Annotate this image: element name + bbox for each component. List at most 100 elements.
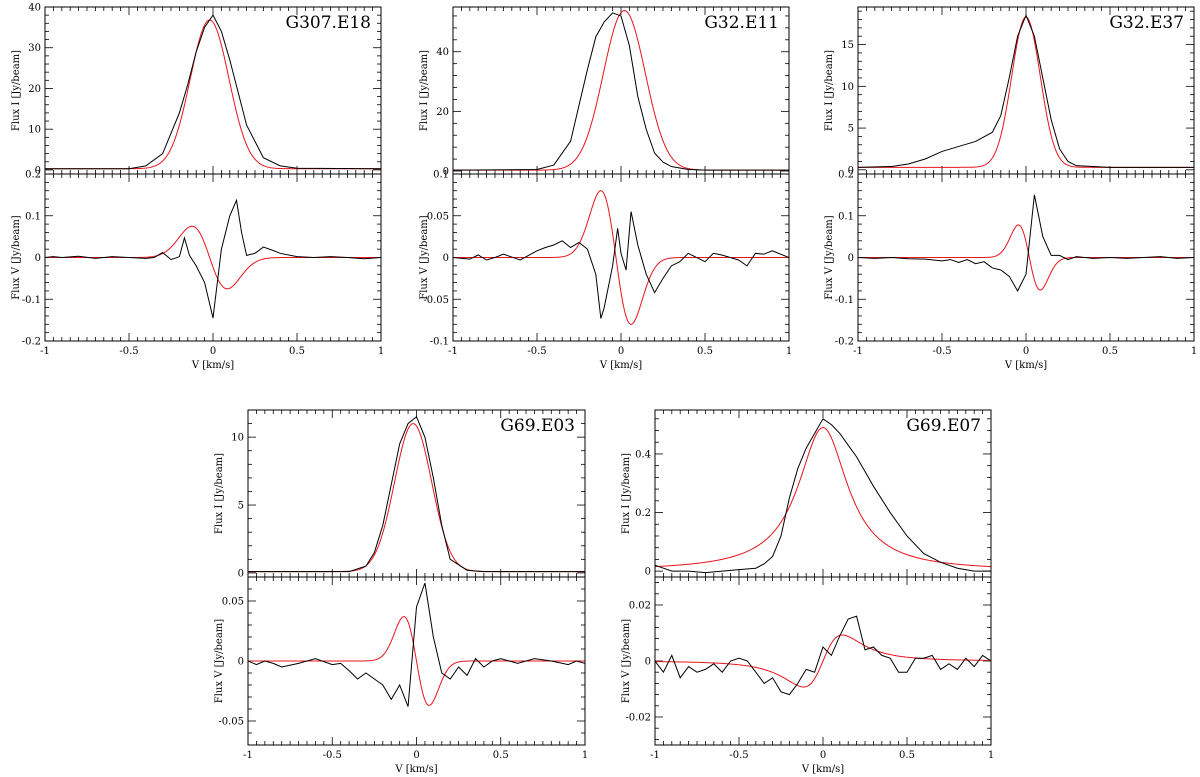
x-tick-label: 0.5 [289,346,305,357]
y-tick-label: 0.05 [222,597,244,608]
x-axis-label: V [km/s] [1004,360,1047,371]
y-tick-label: 0.05 [427,211,449,222]
x-tick-label: 0 [820,750,826,761]
x-tick-label: 0 [1023,346,1029,357]
y-tick-label: 10 [231,433,244,444]
model-curve [453,190,789,325]
top-panel: 0 20 40 Flux I [Jy/beam] [419,7,790,178]
y-tick-label: 0 [848,253,854,264]
y-tick-label: 0 [645,567,651,578]
source-name: G32.E11 [704,13,779,33]
x-tick-label: -1 [853,346,863,357]
y-tick-label: 0 [443,167,449,178]
x-tick-label: 1 [378,346,384,357]
x-tick-label: -1 [448,346,458,357]
y-tick-label: 5 [848,124,854,135]
y-axis-label: Flux I [Jy/beam] [419,50,430,131]
y-tick-label: 0 [443,253,449,264]
y-axis-label: Flux I [Jy/beam] [11,50,22,131]
x-tick-label: 0.5 [493,750,509,761]
observed-curve [655,418,991,574]
model-curve [655,427,991,568]
x-tick-label: 0 [413,750,419,761]
x-tick-label: -0.5 [323,750,342,761]
y-axis-label: Flux V [Jy/beam] [621,619,632,703]
model-curve [655,634,991,688]
x-tick-label: -0.5 [119,346,138,357]
model-curve [45,19,381,170]
observed-curve [655,615,991,696]
y-tick-label: 40 [436,47,449,58]
bottom-panel: -0.02 0 0.02 Flux V [Jy/beam] -1 -0.5 0 0.5 1 V [… [621,577,994,775]
y-tick-label: 0.2 [25,170,41,181]
x-axis-label: V [km/s] [394,764,437,775]
observed-curve [858,14,1194,168]
observed-curve [45,198,381,319]
x-axis-label: V [km/s] [801,764,844,775]
y-tick-label: -0.2 [22,337,41,348]
y-tick-label: 10 [28,125,41,136]
x-tick-label: 0 [210,346,216,357]
source-name: G307.E18 [286,13,371,33]
y-tick-label: 0 [35,165,41,176]
y-tick-label: 20 [28,84,41,95]
y-tick-label: 30 [28,43,41,54]
observed-curve [858,194,1194,292]
y-tick-label: -0.1 [430,337,449,348]
y-tick-label: 0.2 [838,170,854,181]
x-tick-label: 1 [1191,346,1197,357]
y-tick-label: 0.4 [635,449,651,460]
y-tick-label: 0 [645,657,651,668]
observed-curve [248,415,585,573]
y-tick-label: -0.2 [835,337,854,348]
top-panel: 0 5 10 Flux I [Jy/beam] [214,409,586,579]
x-axis-label: V [km/s] [191,360,234,371]
y-tick-label: 0.02 [629,601,651,612]
model-curve [453,10,789,171]
observed-curve [453,211,789,319]
x-tick-label: -0.5 [729,750,748,761]
x-tick-label: -0.5 [527,346,546,357]
y-axis-label: Flux V [Jy/beam] [11,215,22,299]
y-tick-label: 15 [841,40,854,51]
x-tick-label: -1 [40,346,50,357]
model-curve [248,616,585,706]
y-tick-label: -0.05 [218,717,244,728]
x-tick-label: 0.5 [899,750,915,761]
source-name: G69.E07 [906,416,981,436]
y-tick-label: 0.1 [838,211,854,222]
y-tick-label: 0.1 [433,170,449,181]
y-tick-label: -0.1 [835,295,854,306]
y-tick-label: 0 [848,165,854,176]
bottom-panel: -0.05 0 0.05 Flux V [Jy/beam] -1 -0.5 0 0.5 1 V [… [214,576,588,775]
observed-curve [248,582,585,707]
y-axis-label: Flux V [Jy/beam] [214,619,225,703]
y-tick-label: 0 [35,253,41,264]
x-tick-label: -1 [650,750,660,761]
y-tick-label: 40 [28,3,41,14]
x-tick-label: 0.5 [697,346,713,357]
y-tick-label: 5 [238,501,244,512]
y-axis-label: Flux I [Jy/beam] [214,453,225,534]
source-name: G69.E03 [500,416,575,436]
bottom-panel: -0.1 -0.05 0 0.05 0.1 Flux V [Jy/beam] -1 -0.5 0… [419,170,792,372]
y-axis-label: Flux V [Jy/beam] [419,215,430,299]
x-tick-label: 0.5 [1102,346,1118,357]
x-tick-label: -0.5 [932,346,951,357]
source-name: G32.E37 [1109,13,1184,33]
bottom-panel: -0.2 -0.1 0 0.1 0.2 Flux V [Jy/beam] -1 -0.5 0 0.… [11,170,384,372]
observed-curve [45,14,381,170]
y-tick-label: 20 [436,107,449,118]
x-tick-label: 1 [988,750,994,761]
y-axis-label: Flux I [Jy/beam] [621,453,632,534]
y-tick-label: -0.1 [22,295,41,306]
y-tick-label: 10 [841,82,854,93]
y-axis-label: Flux V [Jy/beam] [824,215,835,299]
y-tick-label: 0.1 [25,211,41,222]
model-curve [248,423,585,573]
x-axis-label: V [km/s] [599,360,642,371]
y-tick-label: 0 [238,568,244,579]
x-tick-label: 1 [582,750,588,761]
